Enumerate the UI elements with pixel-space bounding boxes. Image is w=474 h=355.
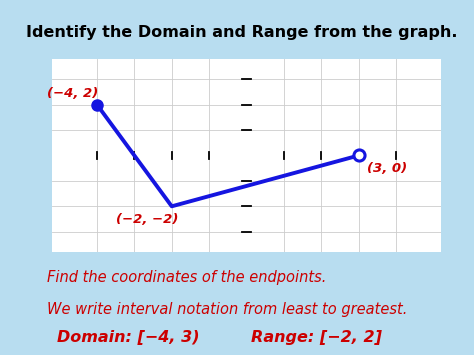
Text: (3, 0): (3, 0) [367, 162, 407, 175]
Text: We write interval notation from least to greatest.: We write interval notation from least to… [47, 302, 408, 317]
Text: (−4, 2): (−4, 2) [46, 87, 98, 100]
Text: Identify the Domain and Range from the graph.: Identify the Domain and Range from the g… [26, 25, 457, 40]
Text: Range: [−2, 2]: Range: [−2, 2] [251, 330, 382, 345]
Text: Find the coordinates of the endpoints.: Find the coordinates of the endpoints. [47, 270, 327, 285]
Text: (−2, −2): (−2, −2) [116, 213, 178, 226]
Text: Domain: [−4, 3): Domain: [−4, 3) [57, 330, 200, 345]
